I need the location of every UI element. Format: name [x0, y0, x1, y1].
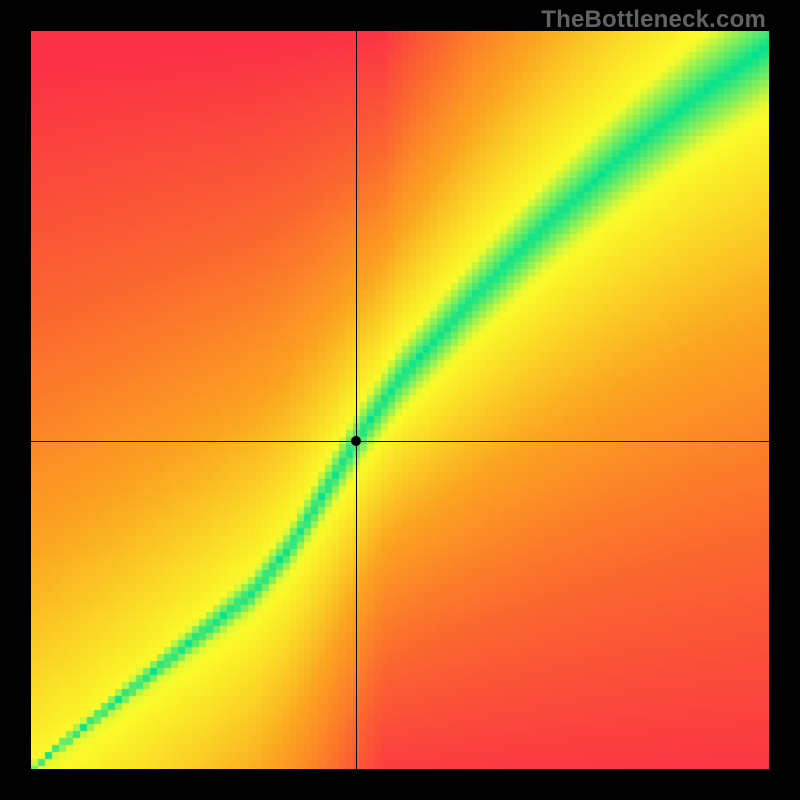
chart-container: { "watermark": { "text": "TheBottleneck.…	[0, 0, 800, 800]
crosshair-horizontal	[31, 441, 769, 442]
crosshair-vertical	[356, 31, 357, 769]
bottleneck-heatmap	[31, 31, 769, 769]
crosshair-marker	[351, 436, 361, 446]
watermark-text: TheBottleneck.com	[541, 6, 766, 34]
